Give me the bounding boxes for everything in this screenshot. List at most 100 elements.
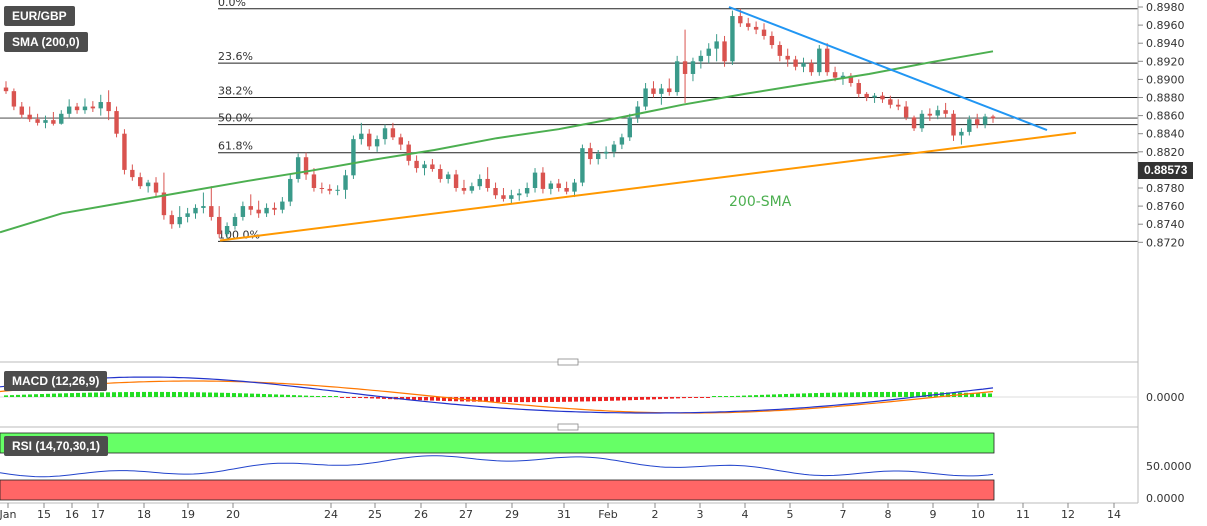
- macd-histogram-bar: [268, 394, 272, 397]
- candle-body: [406, 144, 411, 161]
- time-tick-label: 8: [885, 508, 892, 521]
- macd-histogram-bar: [52, 393, 56, 397]
- candle-body: [982, 116, 988, 125]
- macd-histogram-bar: [28, 394, 32, 397]
- candle-body: [769, 35, 775, 46]
- macd-resize-handle[interactable]: [557, 358, 579, 366]
- macd-histogram-bar: [262, 393, 266, 397]
- macd-histogram-bar: [742, 395, 746, 397]
- candle-body: [145, 182, 151, 187]
- macd-histogram-bar: [346, 397, 350, 398]
- macd-histogram-bar: [844, 392, 848, 397]
- macd-histogram-bar: [106, 392, 110, 397]
- macd-histogram-bar: [442, 397, 446, 401]
- price-tick-label: 0.8840: [1146, 128, 1185, 141]
- time-tick-label: 2: [652, 508, 659, 521]
- candle-body: [501, 195, 506, 199]
- macd-histogram-bar: [976, 393, 980, 397]
- candle-body: [485, 178, 490, 188]
- macd-histogram-bar: [982, 393, 986, 397]
- macd-histogram-bar: [724, 396, 728, 397]
- candle-body: [382, 128, 388, 140]
- macd-histogram-bar: [700, 397, 704, 398]
- macd-histogram-bar: [706, 397, 710, 398]
- macd-panel: [0, 376, 1138, 414]
- candle-body: [722, 41, 727, 62]
- candle-body: [635, 106, 640, 118]
- candle-body: [114, 111, 119, 134]
- candle-body: [185, 213, 190, 217]
- macd-histogram-bar: [376, 397, 380, 399]
- candle-body: [414, 160, 419, 169]
- candle-body: [66, 106, 72, 114]
- macd-histogram-bar: [712, 396, 716, 397]
- macd-histogram-bar: [628, 397, 632, 401]
- time-tick-label: Feb: [598, 508, 617, 521]
- macd-histogram-bar: [340, 397, 344, 398]
- price-tick-label: 0.8780: [1146, 182, 1185, 195]
- time-tick-label: 16: [65, 508, 79, 521]
- macd-histogram-bar: [364, 397, 368, 399]
- candle-body: [682, 61, 688, 74]
- candle-body: [564, 188, 569, 192]
- price-axis: 0.8980 0.8960 0.8940 0.8920 0.8900 0.8880 0.88…: [1137, 0, 1185, 503]
- candle-body: [35, 119, 40, 123]
- macd-histogram-bar: [196, 392, 200, 397]
- macd-histogram-bar: [172, 392, 176, 397]
- instrument-badge[interactable]: EUR/GBP: [4, 6, 75, 26]
- macd-histogram-bar: [274, 394, 278, 397]
- candle-body: [343, 175, 348, 190]
- macd-histogram-bar: [526, 397, 530, 403]
- candle-body: [572, 182, 577, 192]
- candle-body: [603, 151, 609, 154]
- rsi-resize-handle[interactable]: [557, 423, 579, 431]
- macd-histogram-bar: [310, 395, 314, 397]
- macd-indicator-badge[interactable]: MACD (12,26,9): [4, 371, 108, 391]
- candle-body: [335, 189, 340, 191]
- time-tick-label: 17: [91, 508, 105, 521]
- candle-body: [817, 48, 822, 73]
- price-tick-label: 0.8740: [1146, 218, 1185, 231]
- candle-body: [643, 88, 648, 107]
- macd-histogram-bar: [586, 397, 590, 402]
- candle-body: [177, 216, 182, 225]
- candle-body: [911, 117, 917, 129]
- candle-body: [311, 174, 317, 188]
- macd-histogram-bar: [130, 392, 134, 397]
- macd-histogram-bar: [322, 396, 326, 397]
- macd-histogram-bar: [580, 397, 584, 402]
- macd-histogram-bar: [556, 397, 560, 402]
- candle-body: [801, 63, 806, 67]
- candle-body: [690, 61, 696, 74]
- time-tick-label: 15: [37, 508, 51, 521]
- candle-body: [864, 93, 869, 98]
- time-tick-label: 18: [137, 508, 151, 521]
- candle-body: [82, 106, 88, 111]
- macd-histogram-bar: [562, 397, 566, 402]
- price-panel: [0, 0, 1138, 356]
- macd-histogram-bar: [190, 392, 194, 397]
- support-trendline: [219, 131, 1077, 242]
- macd-histogram-bar: [250, 393, 254, 397]
- time-tick-label: 3: [697, 508, 704, 521]
- rsi-overbought-zone: [0, 432, 995, 454]
- current-price-tag: 0.88573: [1138, 162, 1194, 179]
- time-tick-label: 27: [459, 508, 473, 521]
- macd-histogram-bar: [160, 391, 164, 397]
- candle-body: [469, 186, 475, 191]
- macd-histogram-bar: [148, 391, 152, 397]
- macd-histogram-bar: [496, 397, 500, 402]
- macd-histogram-bar: [838, 392, 842, 397]
- candle-body: [51, 120, 56, 124]
- macd-histogram-bar: [778, 394, 782, 397]
- time-tick-label: 26: [414, 508, 428, 521]
- macd-histogram-bar: [910, 391, 914, 397]
- candle-body: [580, 148, 585, 183]
- rsi-indicator-badge[interactable]: RSI (14,70,30,1): [4, 436, 109, 456]
- candle-body: [524, 188, 530, 194]
- macd-histogram-bar: [694, 397, 698, 398]
- macd-histogram-bar: [688, 397, 692, 398]
- sma-indicator-badge[interactable]: SMA (200,0): [4, 32, 88, 52]
- macd-histogram-bar: [748, 395, 752, 397]
